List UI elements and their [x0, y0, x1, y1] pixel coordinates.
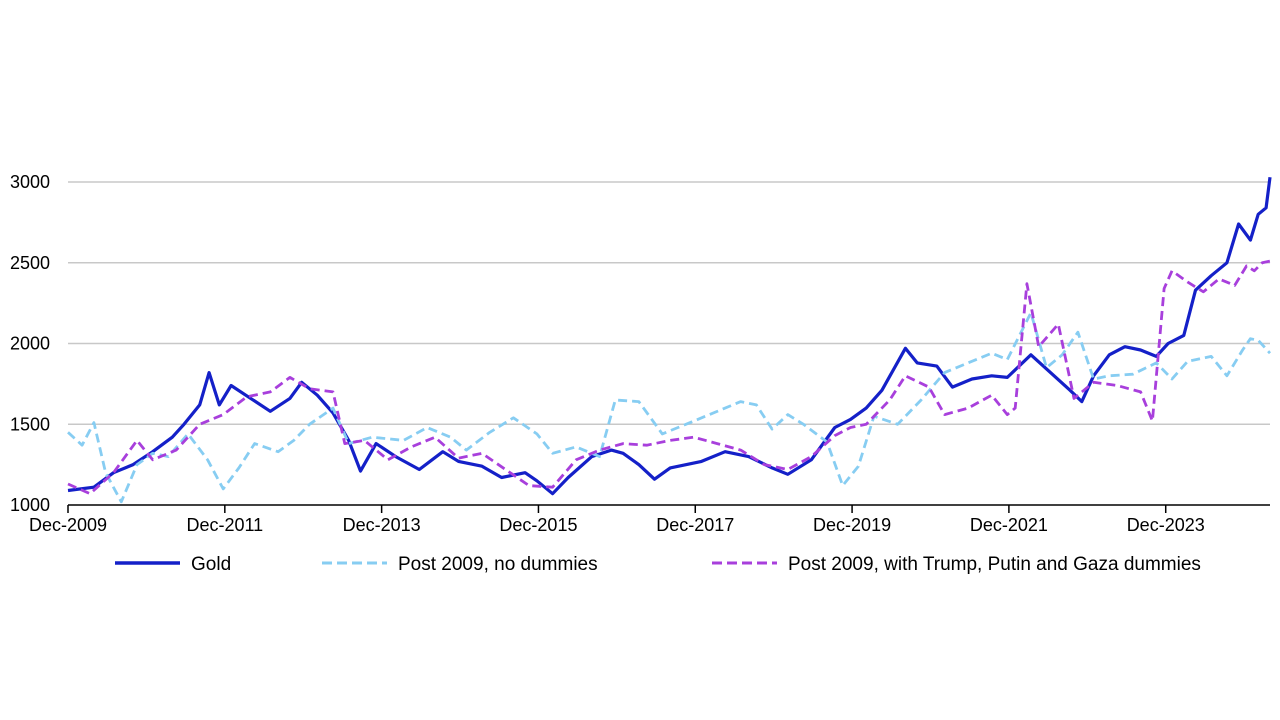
series-line-2 [67, 311, 1272, 504]
y-tick-label-2500: 2500 [10, 253, 50, 273]
x-tick-label-6: Dec-2021 [970, 515, 1048, 535]
y-tick-label-1500: 1500 [10, 414, 50, 434]
x-tick-label-4: Dec-2017 [656, 515, 734, 535]
x-tick-label-3: Dec-2015 [499, 515, 577, 535]
x-tick-label-2: Dec-2013 [343, 515, 421, 535]
x-tick-label-0: Dec-2009 [29, 515, 107, 535]
x-tick-label-1: Dec-2011 [186, 515, 263, 535]
legend-label-3: Post 2009, with Trump, Putin and Gaza du… [788, 554, 1201, 575]
series-lines [67, 176, 1272, 504]
legend-label-1: Gold [191, 554, 231, 575]
y-tick-label-3000: 3000 [10, 172, 50, 192]
y-tick-label-1000: 1000 [10, 495, 50, 515]
y-tick-label-2000: 2000 [10, 334, 50, 354]
legend: Gold Post 2009, no dummies Post 2009, with… [115, 554, 1201, 575]
axes: 1000 1500 2000 2500 3000 Dec-2009 Dec-2011 Dec-… [10, 172, 1270, 535]
series-line-1 [67, 176, 1272, 496]
legend-label-2: Post 2009, no dummies [398, 554, 598, 575]
x-tick-label-7: Dec-2023 [1127, 515, 1205, 535]
x-tick-label-5: Dec-2019 [813, 515, 891, 535]
series-line-3 [67, 259, 1271, 496]
